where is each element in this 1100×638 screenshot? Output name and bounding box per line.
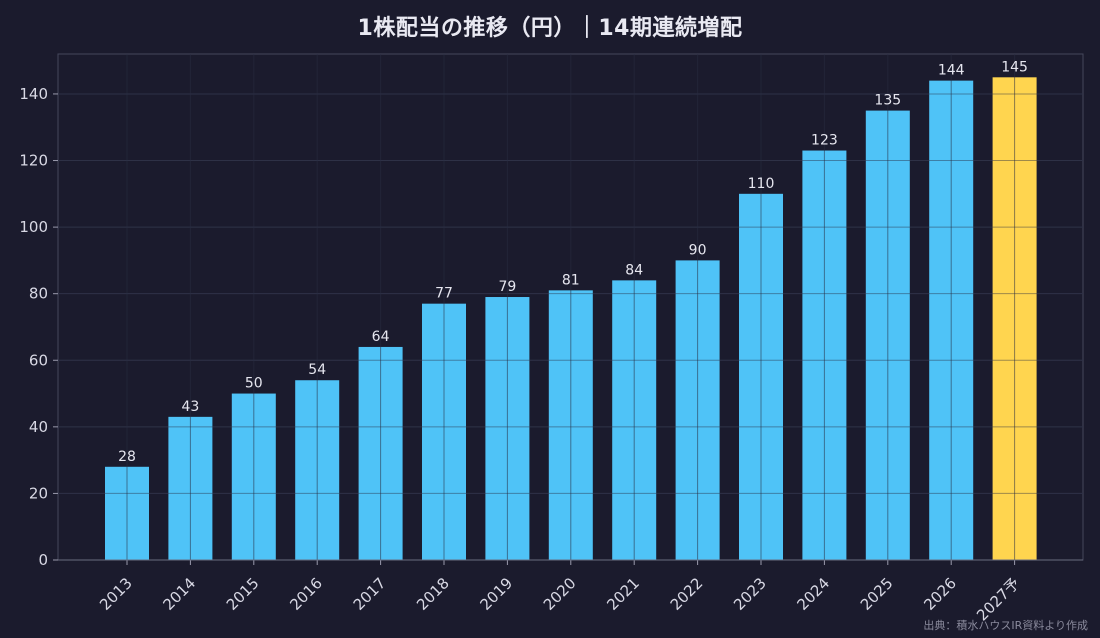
data-label: 123 bbox=[811, 133, 838, 149]
data-label: 79 bbox=[498, 279, 516, 295]
data-label: 54 bbox=[308, 362, 326, 378]
x-tick-label: 2019 bbox=[476, 574, 516, 614]
x-tick-label: 2023 bbox=[730, 574, 770, 614]
data-label: 84 bbox=[625, 262, 643, 278]
x-tick-label: 2020 bbox=[540, 574, 580, 614]
y-tick-label: 60 bbox=[29, 351, 48, 369]
data-label: 90 bbox=[689, 242, 707, 258]
y-tick-label: 20 bbox=[29, 484, 48, 502]
x-tick-label: 2025 bbox=[857, 574, 897, 614]
data-label: 145 bbox=[1001, 59, 1028, 75]
x-tick-label: 2018 bbox=[413, 574, 453, 614]
y-tick-label: 40 bbox=[29, 418, 48, 436]
y-tick-label: 100 bbox=[19, 218, 48, 236]
data-label: 28 bbox=[118, 449, 136, 465]
y-tick-label: 80 bbox=[29, 285, 48, 303]
x-tick-label: 2021 bbox=[603, 574, 643, 614]
source-note: 出典：積水ハウスIR資料より作成 bbox=[923, 619, 1088, 632]
x-tick-label: 2024 bbox=[793, 574, 833, 614]
data-label: 43 bbox=[181, 399, 199, 415]
x-tick-label: 2014 bbox=[159, 574, 199, 614]
x-tick-label: 2017 bbox=[350, 574, 390, 614]
chart-title: 1株配当の推移（円）｜14期連続増配 bbox=[357, 16, 743, 41]
data-label: 50 bbox=[245, 376, 263, 392]
x-tick-label: 2022 bbox=[667, 574, 707, 614]
x-tick-label: 2016 bbox=[286, 574, 326, 614]
y-tick-label: 140 bbox=[19, 85, 48, 103]
x-tick-label: 2013 bbox=[96, 574, 136, 614]
x-tick-label: 2026 bbox=[920, 574, 960, 614]
x-tick-label: 2015 bbox=[223, 574, 263, 614]
data-label: 81 bbox=[562, 272, 580, 288]
data-label: 135 bbox=[874, 93, 901, 109]
data-label: 77 bbox=[435, 286, 453, 302]
y-tick-label: 120 bbox=[19, 152, 48, 170]
y-tick-label: 0 bbox=[38, 551, 48, 569]
data-label: 110 bbox=[748, 176, 775, 192]
data-label: 64 bbox=[372, 329, 390, 345]
data-label: 144 bbox=[938, 63, 965, 79]
